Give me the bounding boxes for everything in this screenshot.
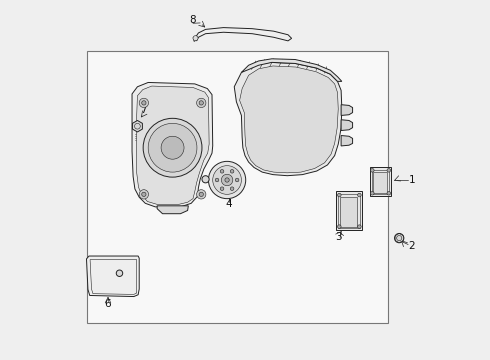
- Polygon shape: [341, 120, 353, 131]
- Bar: [337, 192, 362, 230]
- Polygon shape: [157, 206, 188, 214]
- Bar: [370, 167, 392, 196]
- Polygon shape: [242, 59, 342, 81]
- Circle shape: [196, 190, 206, 199]
- Circle shape: [338, 225, 341, 228]
- Text: 3: 3: [335, 232, 342, 242]
- Text: 4: 4: [225, 199, 232, 210]
- Circle shape: [230, 187, 234, 190]
- Text: 1: 1: [409, 175, 415, 185]
- Bar: [340, 197, 357, 226]
- Circle shape: [202, 176, 209, 183]
- Circle shape: [220, 187, 224, 190]
- Circle shape: [221, 174, 233, 186]
- Circle shape: [220, 170, 224, 173]
- Circle shape: [199, 101, 203, 105]
- Circle shape: [148, 123, 197, 172]
- Circle shape: [387, 192, 391, 195]
- Polygon shape: [87, 256, 139, 297]
- Text: 7: 7: [141, 105, 147, 115]
- Polygon shape: [341, 105, 353, 116]
- Text: 5: 5: [153, 139, 160, 149]
- Circle shape: [199, 192, 203, 197]
- Text: 6: 6: [105, 299, 111, 309]
- Circle shape: [142, 101, 146, 105]
- Polygon shape: [234, 62, 342, 176]
- Polygon shape: [132, 82, 213, 207]
- Circle shape: [196, 98, 206, 108]
- Circle shape: [370, 168, 374, 172]
- Circle shape: [394, 233, 404, 243]
- Bar: [373, 172, 387, 193]
- Circle shape: [142, 192, 146, 197]
- Circle shape: [193, 36, 198, 41]
- Circle shape: [139, 190, 148, 199]
- Circle shape: [230, 170, 234, 173]
- Circle shape: [215, 178, 219, 182]
- Circle shape: [235, 178, 239, 182]
- Polygon shape: [193, 36, 196, 41]
- Circle shape: [116, 270, 122, 276]
- Circle shape: [161, 136, 184, 159]
- Text: 2: 2: [409, 241, 415, 251]
- Circle shape: [358, 193, 361, 197]
- Bar: [87, 51, 389, 323]
- Circle shape: [387, 168, 391, 172]
- Circle shape: [338, 193, 341, 197]
- Circle shape: [139, 98, 148, 108]
- Circle shape: [143, 118, 202, 177]
- Circle shape: [358, 225, 361, 228]
- Circle shape: [370, 192, 374, 195]
- Circle shape: [208, 161, 245, 199]
- Polygon shape: [341, 135, 353, 146]
- Polygon shape: [132, 121, 143, 132]
- Polygon shape: [240, 66, 338, 173]
- Circle shape: [213, 166, 242, 194]
- Circle shape: [225, 178, 229, 182]
- Polygon shape: [195, 28, 292, 41]
- Polygon shape: [136, 86, 209, 204]
- Bar: [371, 170, 389, 194]
- Text: 8: 8: [190, 15, 196, 26]
- Bar: [338, 194, 360, 228]
